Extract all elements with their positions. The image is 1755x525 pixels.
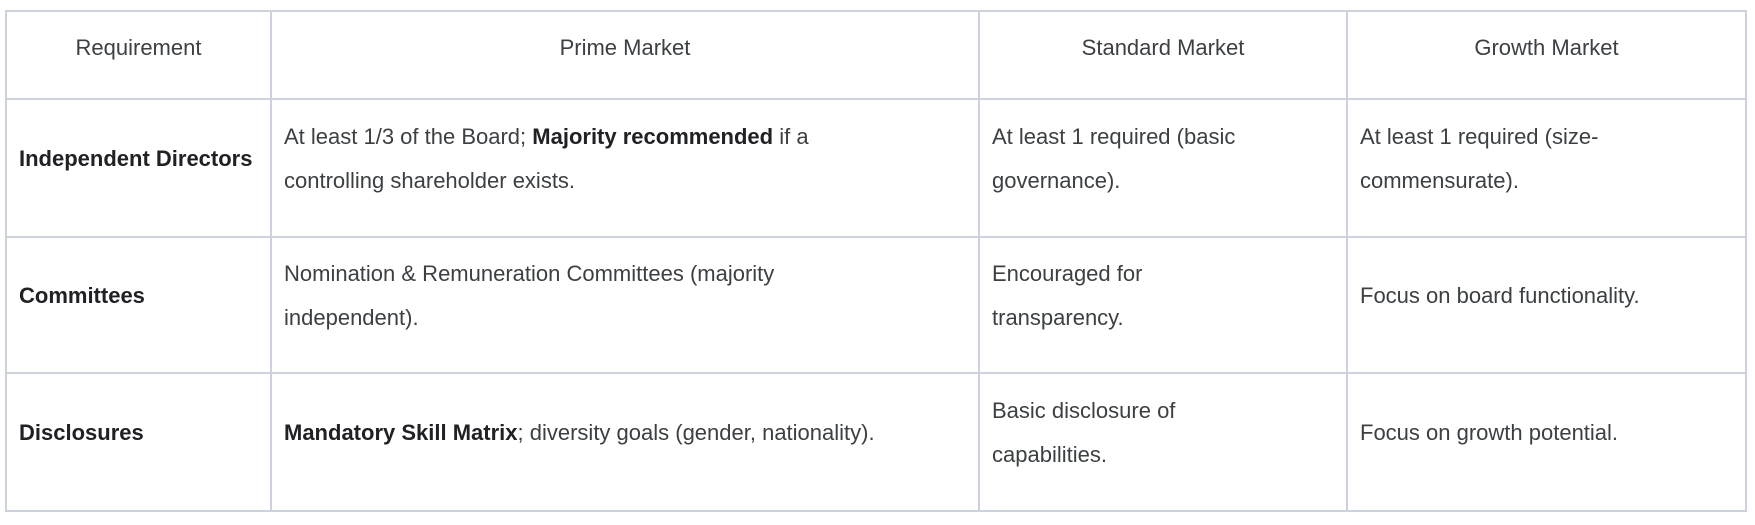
column-header-requirement: Requirement [5,10,272,100]
column-header-growth-market: Growth Market [1346,10,1747,100]
cell-text: Encouraged for transparency. [992,252,1272,340]
row-label-disclosures: Disclosures [5,372,272,512]
cell-committees-standard-market: Encouraged for transparency. [978,236,1348,374]
text-segment: Encouraged for transparency. [992,261,1143,330]
table-body: Independent Directors At least 1/3 of the… [5,98,1747,512]
cell-text: At least 1 required (size-commensurate). [1360,115,1733,203]
cell-text: Focus on growth potential. [1360,411,1733,455]
text-segment: At least 1 required (size-commensurate). [1360,124,1599,193]
text-segment: ; diversity goals (gender, nationality). [517,420,875,445]
text-segment: Focus on board functionality. [1360,283,1640,308]
cell-disclosures-growth-market: Focus on growth potential. [1346,372,1747,512]
cell-text: Focus on board functionality. [1360,274,1733,318]
cell-disclosures-standard-market: Basic disclosure of capabilities. [978,372,1348,512]
row-label-independent-directors: Independent Directors [5,98,272,238]
row-label-committees: Committees [5,236,272,374]
bold-text-segment: Mandatory Skill Matrix [284,420,518,445]
table-row-disclosures: Disclosures Mandatory Skill Matrix; diver… [5,372,1747,512]
cell-disclosures-prime-market: Mandatory Skill Matrix; diversity goals … [270,372,980,512]
table-row-independent-directors: Independent Directors At least 1/3 of the… [5,98,1747,238]
table-header: Requirement Prime Market Standard Market Gr… [5,10,1747,100]
column-header-prime-market: Prime Market [270,10,980,100]
text-segment: At least 1 required (basic governance). [992,124,1236,193]
column-header-standard-market: Standard Market [978,10,1348,100]
cell-independent-directors-growth-market: At least 1 required (size-commensurate). [1346,98,1747,238]
cell-text: Mandatory Skill Matrix; diversity goals … [284,411,889,455]
bold-text-segment: Majority recommended [532,124,774,149]
text-segment: Nomination & Remuneration Committees (ma… [284,261,775,330]
cell-text: At least 1 required (basic governance). [992,115,1272,203]
cell-text: At least 1/3 of the Board; Majority reco… [284,115,889,203]
cell-text: Basic disclosure of capabilities. [992,389,1272,477]
text-segment: if a controlling shareholder exists. [284,124,809,193]
cell-committees-prime-market: Nomination & Remuneration Committees (ma… [270,236,980,374]
cell-independent-directors-prime-market: At least 1/3 of the Board; Majority reco… [270,98,980,238]
text-segment: At least 1/3 of the Board; [284,124,533,149]
market-requirements-table: Requirement Prime Market Standard Market Gr… [5,10,1747,512]
header-row: Requirement Prime Market Standard Market Gr… [5,10,1747,100]
text-segment: Basic disclosure of capabilities. [992,398,1176,467]
table-row-committees: Committees Nomination & Remuneration Comm… [5,236,1747,374]
text-segment: Focus on growth potential. [1360,420,1619,445]
cell-text: Nomination & Remuneration Committees (ma… [284,252,889,340]
cell-independent-directors-standard-market: At least 1 required (basic governance). [978,98,1348,238]
cell-committees-growth-market: Focus on board functionality. [1346,236,1747,374]
